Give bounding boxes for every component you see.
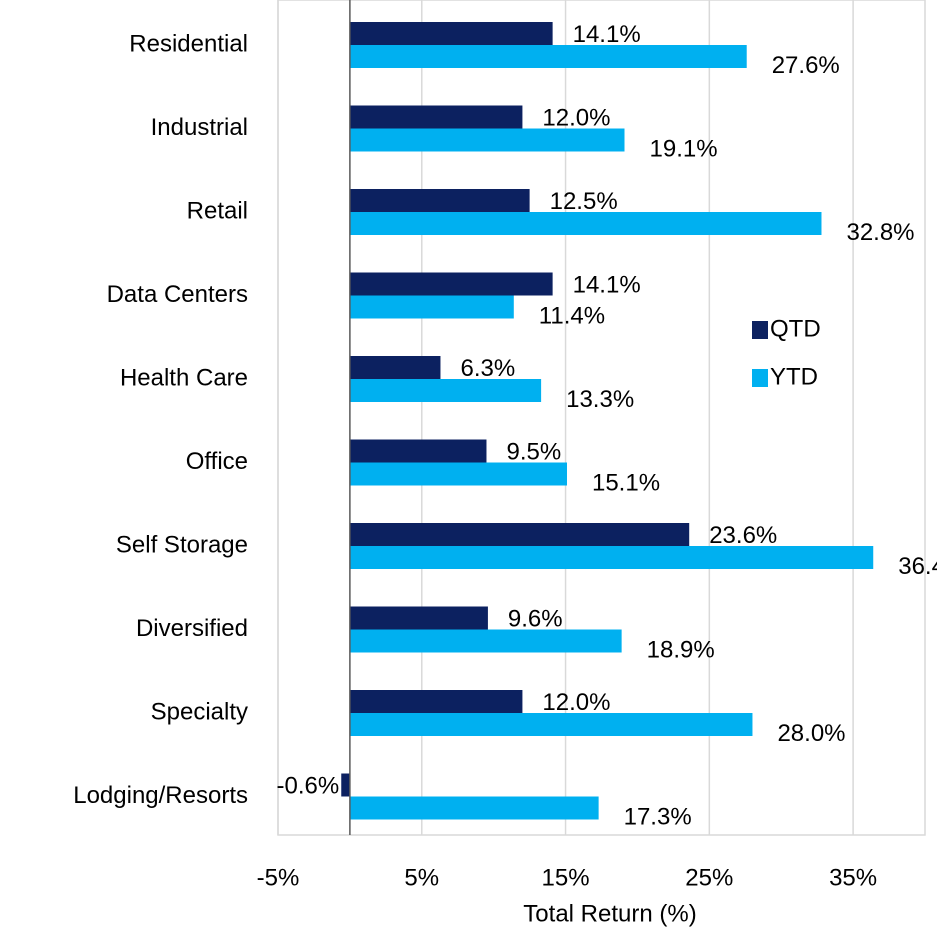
y-tick-label: Self Storage — [116, 531, 248, 558]
x-tick-label: 15% — [542, 864, 590, 891]
bar — [349, 128, 625, 152]
data-label: 9.6% — [508, 605, 563, 632]
data-label: 27.6% — [772, 52, 840, 79]
y-tick-label: Specialty — [151, 698, 248, 725]
bar — [349, 439, 487, 463]
bar — [349, 523, 690, 546]
legend-label: QTD — [770, 315, 821, 342]
y-tick-label: Residential — [129, 30, 248, 57]
x-axis-title: Total Return (%) — [523, 900, 696, 927]
data-label: 11.4% — [539, 302, 605, 329]
data-label: 19.1% — [650, 135, 718, 162]
data-label: 13.3% — [566, 386, 634, 413]
bar — [349, 45, 747, 68]
bar — [349, 272, 553, 296]
data-label: 23.6% — [709, 522, 777, 549]
data-label: 32.8% — [846, 219, 914, 246]
data-label: 18.9% — [647, 636, 715, 663]
y-tick-label: Lodging/Resorts — [73, 782, 248, 809]
bar — [349, 295, 514, 319]
bar — [341, 773, 350, 797]
bar — [349, 212, 822, 235]
bar — [349, 22, 553, 45]
y-tick-label: Diversified — [136, 615, 248, 642]
bar — [349, 713, 753, 736]
x-tick-label: 25% — [685, 864, 733, 891]
data-label: 12.0% — [542, 689, 610, 716]
data-label: 14.1% — [573, 21, 641, 48]
bar — [349, 462, 567, 486]
data-label: 6.3% — [460, 355, 515, 382]
data-label: 17.3% — [624, 803, 692, 830]
y-tick-label: Office — [186, 448, 248, 475]
bar — [349, 546, 874, 569]
data-label: 28.0% — [777, 720, 845, 747]
bar — [349, 690, 523, 713]
bar — [349, 606, 488, 630]
legend-swatch — [752, 369, 768, 387]
data-label: -0.6% — [277, 772, 340, 799]
bar — [349, 629, 622, 653]
y-tick-label: Data Centers — [107, 281, 248, 308]
x-tick-label: -5% — [257, 864, 300, 891]
legend-swatch — [752, 321, 768, 339]
x-tick-label: 35% — [829, 864, 877, 891]
bar — [349, 796, 599, 820]
y-tick-label: Industrial — [151, 114, 248, 141]
data-label: 12.5% — [550, 188, 618, 215]
data-label: 9.5% — [506, 438, 561, 465]
legend-label: YTD — [770, 363, 818, 390]
data-label: 14.1% — [573, 271, 641, 298]
data-label: 36.4% — [898, 553, 937, 580]
y-tick-label: Health Care — [120, 364, 248, 391]
bar — [349, 105, 523, 129]
bar — [349, 189, 530, 212]
bar — [349, 356, 441, 379]
data-label: 12.0% — [542, 104, 610, 131]
x-tick-label: 5% — [404, 864, 439, 891]
y-tick-label: Retail — [187, 197, 248, 224]
data-label: 15.1% — [592, 469, 660, 496]
bar — [349, 379, 542, 402]
